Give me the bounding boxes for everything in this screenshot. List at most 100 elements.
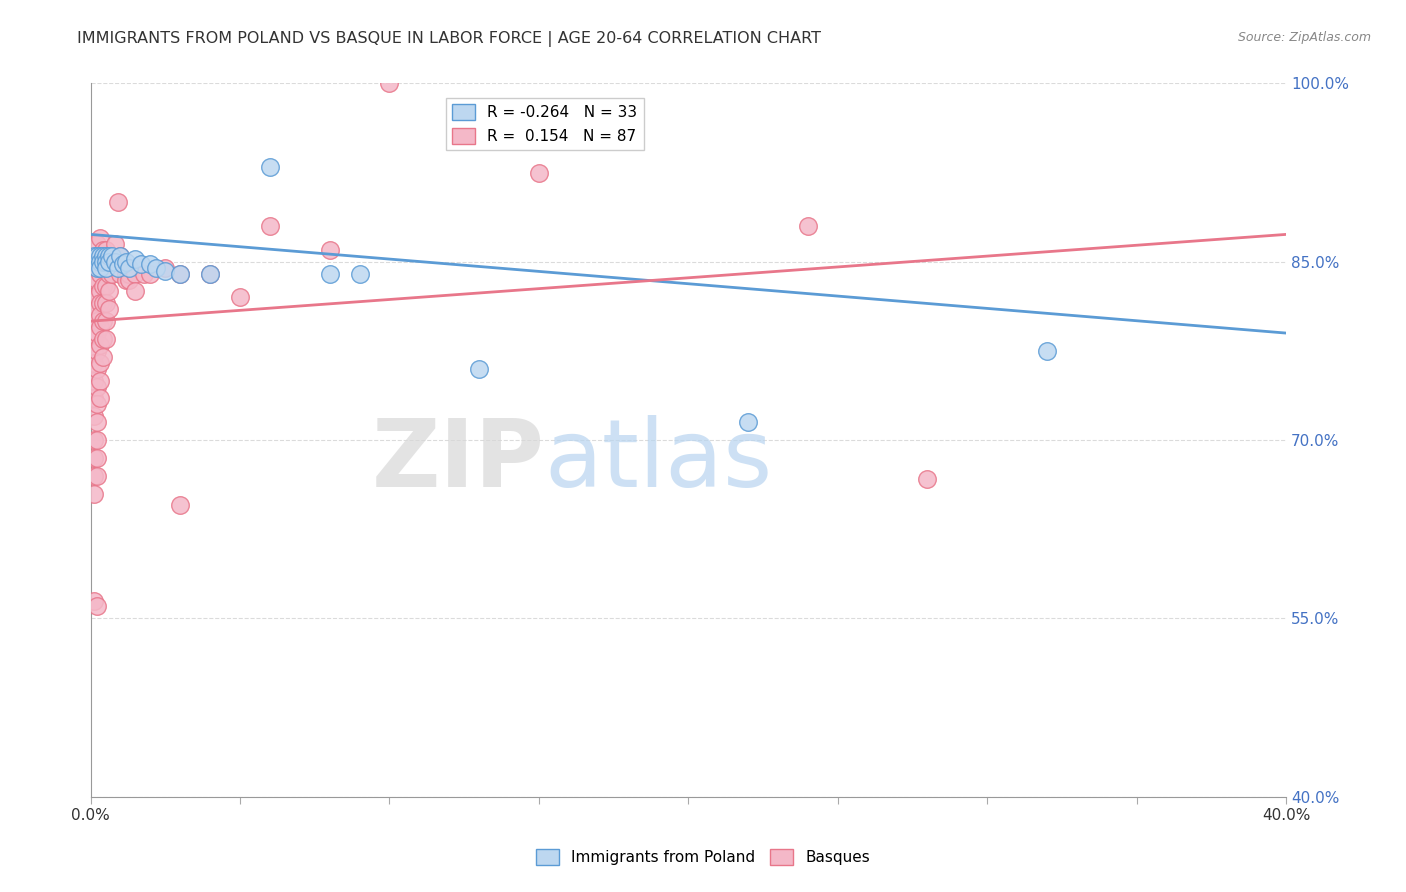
Point	[94, 260, 117, 275]
Point	[118, 272, 141, 286]
Point	[118, 267, 141, 281]
Point	[97, 254, 120, 268]
Point	[83, 332, 105, 346]
Point	[89, 296, 111, 310]
Point	[94, 249, 117, 263]
Point	[115, 254, 138, 268]
Point	[103, 236, 125, 251]
Point	[94, 260, 117, 275]
Point	[94, 243, 117, 257]
Point	[1036, 343, 1059, 358]
Point	[97, 267, 120, 281]
Point	[83, 409, 105, 424]
Point	[83, 272, 105, 286]
Point	[86, 415, 108, 429]
Point	[124, 267, 146, 281]
Point	[91, 314, 114, 328]
Point	[83, 249, 105, 263]
Point	[89, 308, 111, 322]
Point	[110, 249, 132, 263]
Point	[94, 332, 117, 346]
Point	[89, 320, 111, 334]
Point	[86, 314, 108, 328]
Point	[89, 356, 111, 370]
Point	[86, 599, 108, 614]
Point	[115, 267, 138, 281]
Point	[89, 374, 111, 388]
Point	[259, 160, 281, 174]
Point	[169, 499, 191, 513]
Point	[91, 332, 114, 346]
Point	[89, 249, 111, 263]
Point	[198, 267, 221, 281]
Point	[83, 450, 105, 465]
Point	[145, 260, 167, 275]
Point	[83, 392, 105, 406]
Point	[91, 254, 114, 268]
Point	[89, 392, 111, 406]
Point	[259, 219, 281, 233]
Point	[83, 314, 105, 328]
Point	[89, 254, 111, 268]
Point	[86, 468, 108, 483]
Point	[139, 257, 162, 271]
Point	[107, 260, 129, 275]
Point	[349, 267, 371, 281]
Point	[110, 267, 132, 281]
Point	[91, 243, 114, 257]
Point	[118, 260, 141, 275]
Point	[107, 195, 129, 210]
Point	[797, 219, 820, 233]
Point	[83, 593, 105, 607]
Point	[97, 302, 120, 317]
Point	[89, 338, 111, 352]
Point	[86, 397, 108, 411]
Point	[318, 243, 340, 257]
Point	[83, 302, 105, 317]
Point	[100, 267, 122, 281]
Point	[917, 472, 939, 486]
Point	[134, 267, 156, 281]
Point	[89, 249, 111, 263]
Point	[94, 278, 117, 293]
Point	[378, 77, 401, 91]
Point	[94, 314, 117, 328]
Point	[112, 257, 135, 271]
Point	[86, 343, 108, 358]
Point	[86, 290, 108, 304]
Point	[100, 249, 122, 263]
Point	[97, 285, 120, 299]
Point	[83, 356, 105, 370]
Point	[86, 379, 108, 393]
Point	[468, 361, 491, 376]
Point	[115, 272, 138, 286]
Point	[94, 254, 117, 268]
Point	[110, 249, 132, 263]
Point	[103, 254, 125, 268]
Point	[83, 343, 105, 358]
Point	[91, 249, 114, 263]
Text: IMMIGRANTS FROM POLAND VS BASQUE IN LABOR FORCE | AGE 20-64 CORRELATION CHART: IMMIGRANTS FROM POLAND VS BASQUE IN LABO…	[77, 31, 821, 47]
Legend: Immigrants from Poland, Basques: Immigrants from Poland, Basques	[530, 843, 876, 871]
Point	[83, 290, 105, 304]
Point	[155, 264, 177, 278]
Point	[527, 165, 550, 179]
Point	[83, 468, 105, 483]
Point	[91, 260, 114, 275]
Point	[124, 285, 146, 299]
Point	[83, 374, 105, 388]
Point	[198, 267, 221, 281]
Point	[139, 267, 162, 281]
Point	[89, 260, 111, 275]
Point	[83, 433, 105, 447]
Point	[86, 361, 108, 376]
Point	[86, 326, 108, 340]
Text: Source: ZipAtlas.com: Source: ZipAtlas.com	[1237, 31, 1371, 45]
Point	[83, 326, 105, 340]
Point	[86, 254, 108, 268]
Point	[86, 450, 108, 465]
Text: ZIP: ZIP	[373, 416, 546, 508]
Point	[86, 249, 108, 263]
Point	[131, 257, 153, 271]
Point	[86, 236, 108, 251]
